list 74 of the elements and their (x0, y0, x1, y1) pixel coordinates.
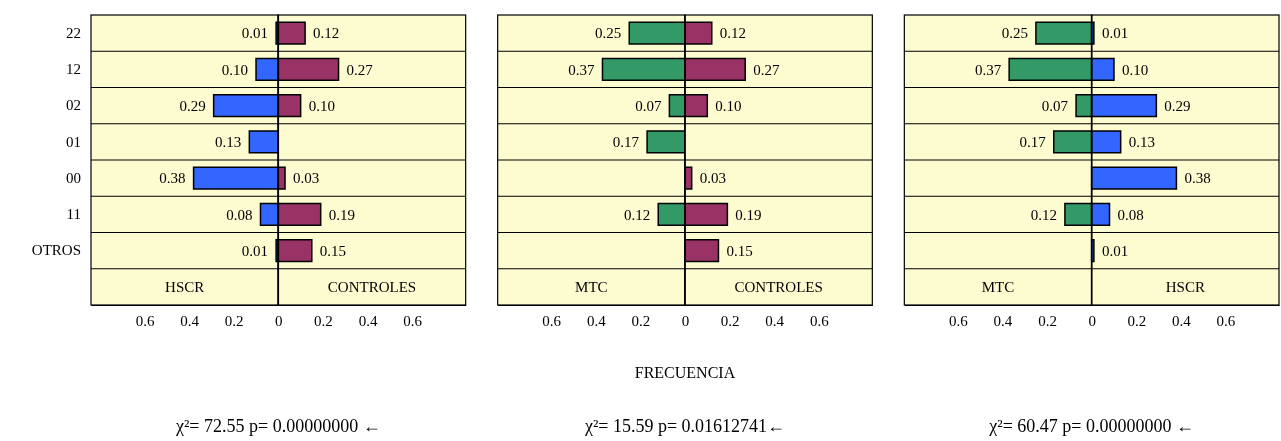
data-label: 0.03 (699, 170, 726, 187)
data-label: 0.29 (1164, 97, 1191, 114)
text: χ²= 72.55 p= 0.00000000 ← (174, 416, 381, 436)
x-tick-label: 0.6 (135, 312, 155, 329)
data-label: 0.01 (1101, 242, 1129, 259)
x-tick-label: 0.6 (542, 312, 562, 329)
x-tick-label: 0.4 (1172, 312, 1192, 329)
data-label: 0.10 (1121, 61, 1149, 78)
data-label: 0.17 (1019, 134, 1047, 151)
annotation: HSCR (1165, 279, 1205, 296)
annotation: HSCR (165, 279, 205, 296)
x-tick-label: 0.4 (586, 312, 607, 329)
data-label: 0.37 (568, 61, 595, 78)
x-tick-label: 0.4 (765, 312, 785, 329)
data-label: 0.01 (1101, 25, 1129, 42)
data-label: 0.27 (753, 61, 780, 78)
x-tick-label: 0 (275, 312, 283, 329)
annotation: CONTROLES (734, 279, 823, 296)
x-tick-label: 0 (681, 312, 690, 329)
x-tick-label: 0.6 (809, 312, 830, 329)
y-tick-label: 00 (66, 169, 81, 186)
x-tick-label: 0.2 (1127, 312, 1147, 329)
data-label: 0.08 (1117, 206, 1144, 223)
data-label: 0.17 (612, 134, 640, 151)
data-label: 0.38 (1184, 170, 1211, 187)
data-label: 0.29 (179, 97, 206, 114)
annotation: CONTROLES (327, 279, 417, 296)
annotation: MTC (575, 279, 608, 296)
y-tick-label: OTROS (31, 242, 81, 259)
data-label: 0.01 (241, 242, 269, 259)
data-label: 0.27 (346, 61, 374, 78)
y-tick-label: 02 (66, 97, 81, 114)
x-tick-label: 0.4 (180, 312, 200, 329)
data-label: 0.38 (159, 170, 186, 187)
data-label: 0.13 (1128, 134, 1155, 151)
data-label: 0.07 (1041, 97, 1069, 114)
y-tick-label: 12 (66, 61, 81, 78)
annotation: MTC (981, 279, 1015, 296)
data-label: 0.12 (1030, 206, 1057, 223)
x-tick-label: 0.4 (358, 312, 378, 329)
x-tick-label: 0.2 (720, 312, 740, 329)
data-label: 0.07 (635, 97, 662, 114)
x-tick-label: 0.2 (1038, 312, 1057, 329)
data-label: 0.01 (241, 25, 269, 42)
x-tick-label: 0.2 (224, 312, 244, 329)
data-label: 0.13 (215, 134, 242, 151)
y-tick-label: 11 (66, 206, 81, 223)
x-tick-label: 0.2 (631, 312, 651, 329)
y-tick-label: 01 (66, 133, 81, 150)
data-label: 0.15 (319, 242, 347, 259)
x-tick-label: 0.6 (403, 312, 423, 329)
x-tick-label: 0.4 (993, 312, 1013, 329)
data-label: 0.12 (313, 25, 340, 42)
text: χ²= 15.59 p= 0.01612741← (583, 416, 786, 436)
data-label: 0.19 (328, 206, 355, 223)
x-tick-label: 0 (1088, 312, 1096, 329)
data-label: 0.10 (221, 61, 249, 78)
data-label: 0.10 (715, 97, 742, 114)
data-label: 0.12 (623, 206, 651, 223)
data-label: 0.25 (595, 25, 622, 42)
data-label: 0.15 (726, 242, 753, 259)
data-label: 0.25 (1001, 25, 1028, 42)
x-axis-title: FRECUENCIA (634, 364, 736, 381)
data-label: 0.03 (293, 170, 320, 187)
data-label: 0.37 (974, 61, 1002, 78)
data-label: 0.08 (226, 206, 253, 223)
x-tick-label: 0.6 (948, 312, 969, 329)
x-tick-label: 0.2 (314, 312, 333, 329)
data-label: 0.10 (308, 97, 335, 114)
x-tick-label: 0.6 (1216, 312, 1236, 329)
text: χ²= 60.47 p= 0.00000000 ← (988, 416, 1195, 436)
y-tick-label: 22 (66, 24, 81, 41)
data-label: 0.12 (719, 25, 747, 42)
data-label: 0.19 (735, 206, 762, 223)
